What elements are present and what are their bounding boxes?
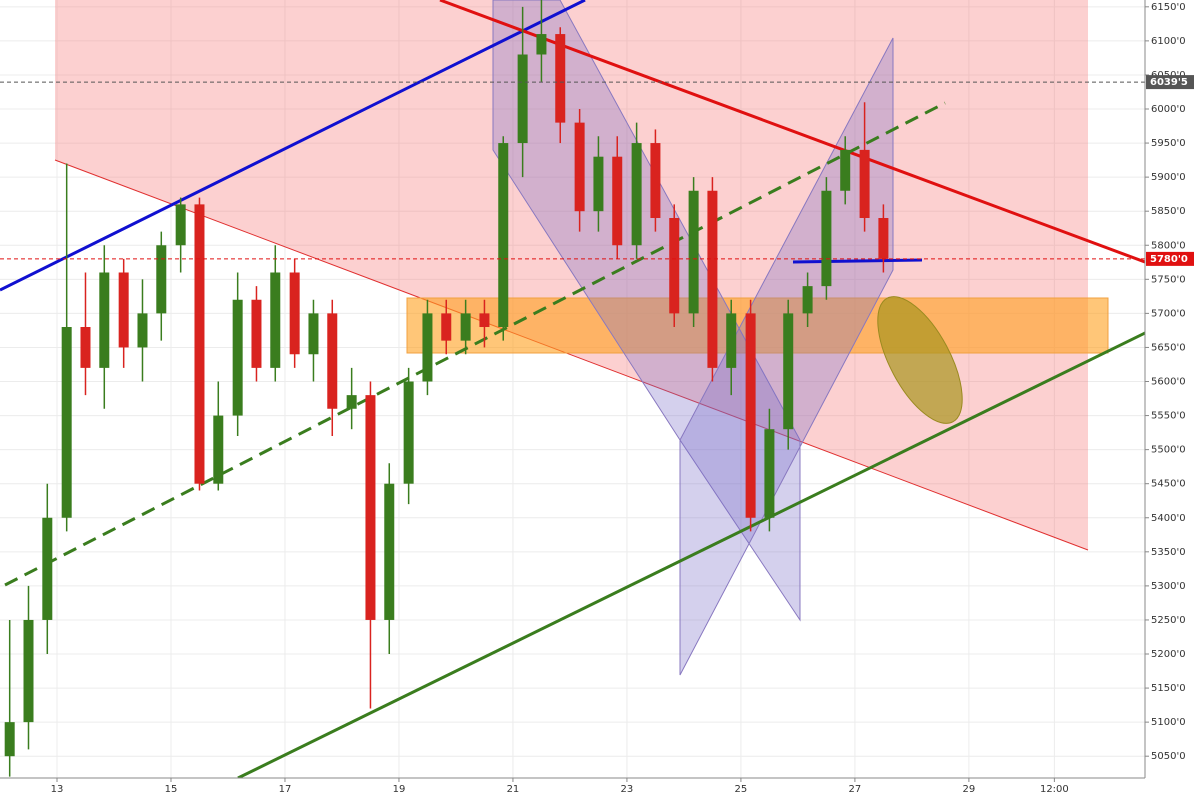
candle-body [270, 272, 281, 368]
candle-body [460, 313, 471, 341]
candle-body [821, 190, 832, 287]
candle-body [23, 619, 34, 723]
candle-body [4, 722, 15, 757]
channel [492, 0, 801, 622]
y-tick-label: 5750'0 [1151, 274, 1186, 285]
price-tag [1146, 75, 1194, 90]
candle-body [422, 313, 433, 382]
y-tick-label: 5900'0 [1151, 172, 1186, 183]
price-tag-label: 6039'5 [1150, 77, 1188, 88]
candle-body [441, 313, 452, 341]
candle-body [574, 122, 585, 212]
y-tick-label: 5400'0 [1151, 513, 1186, 524]
x-tick-label: 19 [393, 784, 406, 795]
candle-body [327, 313, 338, 409]
candle-body [612, 156, 623, 246]
y-tick-label: 6000'0 [1151, 104, 1186, 115]
y-tick-label: 5250'0 [1151, 615, 1186, 626]
candle-body [289, 272, 300, 355]
candle-body [346, 395, 357, 409]
y-tick-label: 5450'0 [1151, 479, 1186, 490]
candle-body [403, 381, 414, 484]
candle-body [593, 156, 604, 212]
candle-body [137, 313, 148, 348]
price-tag [1146, 251, 1194, 266]
x-tick-label: 21 [507, 784, 520, 795]
candle-body [536, 34, 547, 55]
trend-line [4, 101, 946, 587]
candle-body [308, 313, 319, 355]
price-tag-label: 5780'0 [1150, 254, 1188, 265]
candle-body [745, 313, 756, 518]
candle-body [517, 54, 528, 144]
candle-body [555, 34, 566, 123]
target-ellipse [877, 296, 963, 424]
y-tick-label: 5500'0 [1151, 445, 1186, 456]
candle-body [688, 190, 699, 314]
candle-body [80, 327, 91, 368]
candle-body [213, 415, 224, 484]
labels: 5050'0 5100'0 5150'0 5200'0 5250'0 5300'0 5350… [51, 2, 1194, 795]
y-tick-label: 5650'0 [1151, 342, 1186, 353]
candle-body [707, 190, 718, 368]
candle-body [802, 286, 813, 314]
candle-body [498, 143, 509, 328]
candle-body [859, 149, 870, 219]
candle-body [156, 245, 167, 314]
y-tick-label: 5200'0 [1151, 649, 1186, 660]
y-tick-label: 6150'0 [1151, 2, 1186, 13]
y-tick-label: 6100'0 [1151, 36, 1186, 47]
candle-body [479, 313, 490, 328]
candle-body [194, 204, 205, 484]
candles [0, 0, 1145, 777]
candle-body [232, 299, 243, 416]
candle-body [631, 143, 642, 246]
y-tick-label: 5050'0 [1151, 751, 1186, 762]
candle-body [118, 272, 129, 348]
y-tick-label: 5950'0 [1151, 138, 1186, 149]
x-tick-label: 23 [621, 784, 634, 795]
shaded-zone [55, 0, 1088, 550]
trend-line [237, 331, 1146, 780]
trend-line [54, 159, 1089, 551]
candle-body [251, 299, 262, 368]
y-tick-label: 5700'0 [1151, 308, 1186, 319]
candle-body [764, 429, 775, 518]
y-tick-label: 5850'0 [1151, 206, 1186, 217]
trend-line [0, 0, 586, 292]
x-tick-label: 15 [165, 784, 178, 795]
y-tick-label: 5100'0 [1151, 717, 1186, 728]
candle-body [384, 483, 395, 620]
price-axis [1145, 0, 1196, 798]
y-tick-label: 5600'0 [1151, 377, 1186, 388]
time-axis [0, 778, 1196, 798]
x-tick-label: 17 [279, 784, 292, 795]
candle-body [840, 149, 851, 191]
support-zone [406, 297, 1109, 354]
candle-body [42, 517, 53, 620]
y-tick-label: 5150'0 [1151, 683, 1186, 694]
candle-body [726, 313, 737, 368]
y-tick-label: 5300'0 [1151, 581, 1186, 592]
x-tick-label: 25 [735, 784, 748, 795]
y-tick-label: 5550'0 [1151, 411, 1186, 422]
candle-body [878, 218, 889, 259]
x-tick-label: 13 [51, 784, 64, 795]
candle-body [61, 327, 72, 518]
x-tick-label: 29 [963, 784, 976, 795]
candle-body [99, 272, 110, 368]
y-tick-label: 5350'0 [1151, 547, 1186, 558]
candle-body [783, 313, 794, 430]
candle-body [175, 204, 186, 246]
y-tick-label: 5800'0 [1151, 240, 1186, 251]
x-tick-label: 12:00 [1040, 784, 1069, 795]
candle-body [650, 143, 661, 219]
candle-body [365, 395, 376, 620]
level-line [792, 258, 923, 264]
candle-body [669, 218, 680, 314]
x-tick-label: 27 [849, 784, 862, 795]
